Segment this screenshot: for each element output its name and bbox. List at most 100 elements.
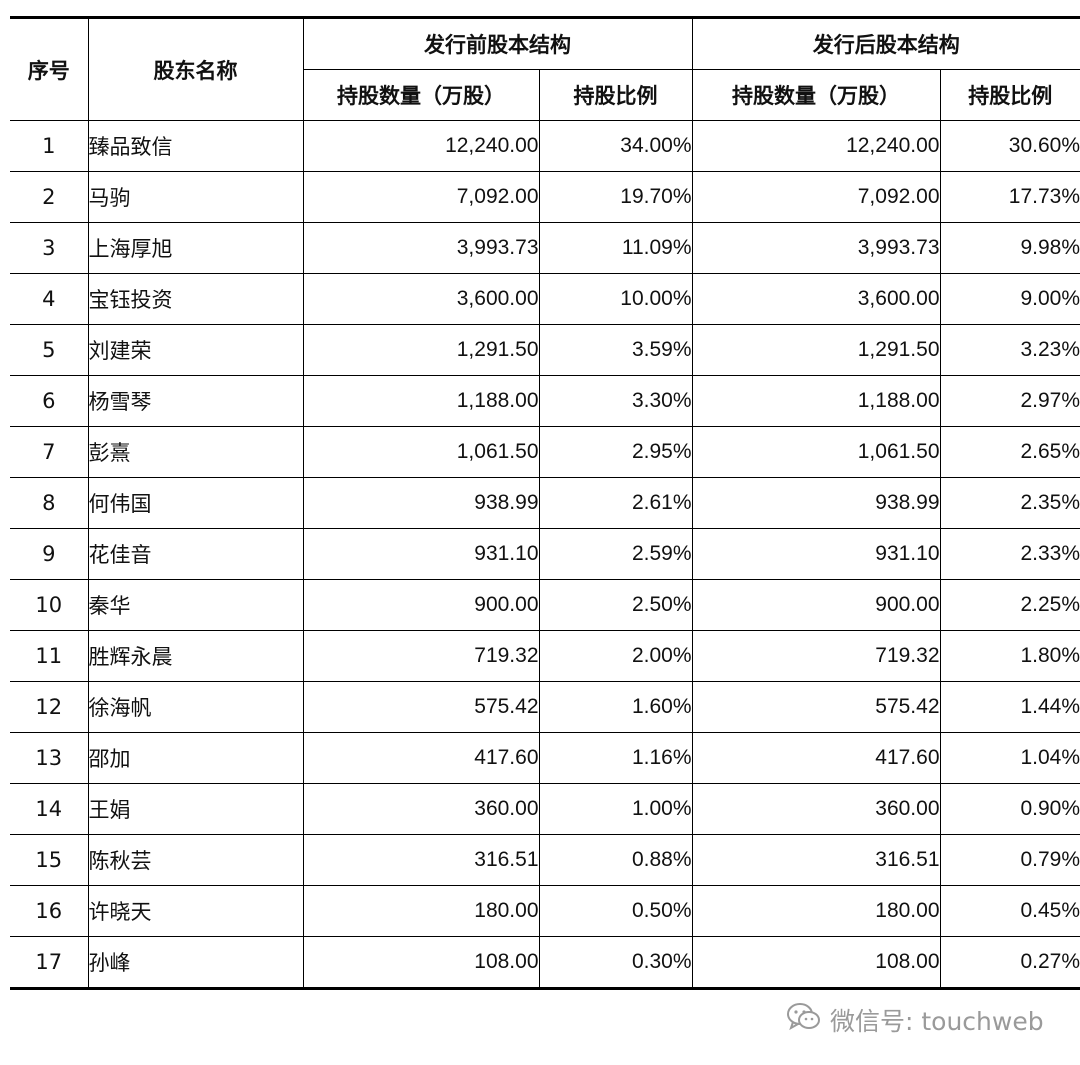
header-before-ratio: 持股比例 [538,69,693,121]
table-row: 16 许晓天 180.00 0.50% 180.00 0.45% [10,885,1080,937]
before-quantity: 900.00 [302,579,540,631]
after-ratio: 1.44% [939,681,1080,733]
table-row: 5 刘建荣 1,291.50 3.59% 1,291.50 3.23% [10,324,1080,376]
after-ratio: 0.90% [939,783,1080,835]
after-ratio: 2.33% [939,528,1080,580]
after-ratio: 3.23% [939,324,1080,376]
after-ratio: 30.60% [939,120,1080,172]
shareholder-name: 何伟国 [87,477,304,529]
shareholder-name: 王娟 [87,783,304,835]
after-ratio: 17.73% [939,171,1080,223]
after-quantity: 575.42 [691,681,941,733]
shareholder-table: 序号 股东名称 发行前股本结构 发行后股本结构 持股数量（万股） 持股比例 持股… [10,16,1080,990]
row-index: 8 [10,477,89,529]
after-ratio: 2.25% [939,579,1080,631]
before-quantity: 417.60 [302,732,540,784]
shareholder-name: 刘建荣 [87,324,304,376]
shareholder-name: 宝钰投资 [87,273,304,325]
after-quantity: 3,993.73 [691,222,941,274]
shareholder-name: 臻品致信 [87,120,304,172]
after-ratio: 2.65% [939,426,1080,478]
after-ratio: 0.45% [939,885,1080,937]
after-ratio: 9.00% [939,273,1080,325]
table-row: 9 花佳音 931.10 2.59% 931.10 2.33% [10,528,1080,580]
before-quantity: 575.42 [302,681,540,733]
after-quantity: 180.00 [691,885,941,937]
row-index: 9 [10,528,89,580]
header-after-quantity: 持股数量（万股） [691,69,941,121]
row-index: 2 [10,171,89,223]
before-quantity: 3,993.73 [302,222,540,274]
before-quantity: 180.00 [302,885,540,937]
table-row: 10 秦华 900.00 2.50% 900.00 2.25% [10,579,1080,631]
before-ratio: 2.00% [538,630,693,682]
before-quantity: 12,240.00 [302,120,540,172]
row-index: 16 [10,885,89,937]
header-group-after: 发行后股本结构 [691,17,1080,70]
watermark-text: 微信号: touchweb [830,1007,1044,1036]
shareholder-name: 马驹 [87,171,304,223]
row-index: 6 [10,375,89,427]
header-before-quantity: 持股数量（万股） [303,69,540,121]
before-ratio: 1.60% [538,681,693,733]
after-ratio: 0.79% [939,834,1080,886]
shareholder-name: 孙峰 [87,936,304,989]
after-quantity: 719.32 [691,630,941,682]
table-row: 11 胜辉永晨 719.32 2.00% 719.32 1.80% [10,630,1080,682]
after-quantity: 1,188.00 [691,375,941,427]
table-row: 17 孙峰 108.00 0.30% 108.00 0.27% [10,936,1080,989]
table-row: 6 杨雪琴 1,188.00 3.30% 1,188.00 2.97% [10,375,1080,427]
shareholder-name: 邵加 [87,732,304,784]
after-ratio: 0.27% [939,936,1080,989]
after-quantity: 12,240.00 [691,120,941,172]
before-quantity: 1,188.00 [302,375,540,427]
after-ratio: 1.80% [939,630,1080,682]
after-quantity: 1,291.50 [691,324,941,376]
after-quantity: 316.51 [691,834,941,886]
after-quantity: 7,092.00 [691,171,941,223]
before-ratio: 0.88% [538,834,693,886]
before-quantity: 938.99 [302,477,540,529]
before-quantity: 931.10 [302,528,540,580]
shareholder-name: 许晓天 [87,885,304,937]
table-row: 15 陈秋芸 316.51 0.88% 316.51 0.79% [10,834,1080,886]
row-index: 7 [10,426,89,478]
after-ratio: 9.98% [939,222,1080,274]
before-ratio: 1.00% [538,783,693,835]
table-row: 3 上海厚旭 3,993.73 11.09% 3,993.73 9.98% [10,222,1080,274]
before-ratio: 0.50% [538,885,693,937]
shareholder-name: 胜辉永晨 [87,630,304,682]
table-row: 14 王娟 360.00 1.00% 360.00 0.90% [10,783,1080,835]
before-quantity: 3,600.00 [302,273,540,325]
after-ratio: 1.04% [939,732,1080,784]
table-row: 13 邵加 417.60 1.16% 417.60 1.04% [10,732,1080,784]
row-index: 15 [10,834,89,886]
before-ratio: 1.16% [538,732,693,784]
shareholder-name: 徐海帆 [87,681,304,733]
before-ratio: 19.70% [538,171,693,223]
after-ratio: 2.35% [939,477,1080,529]
table-row: 7 彭熹 1,061.50 2.95% 1,061.50 2.65% [10,426,1080,478]
shareholder-name: 上海厚旭 [87,222,304,274]
shareholder-name: 秦华 [87,579,304,631]
before-quantity: 7,092.00 [302,171,540,223]
header-index: 序号 [10,17,89,121]
before-quantity: 360.00 [302,783,540,835]
before-quantity: 1,061.50 [302,426,540,478]
before-quantity: 719.32 [302,630,540,682]
header-after-ratio: 持股比例 [939,69,1080,121]
header-group-before: 发行前股本结构 [302,17,693,70]
before-ratio: 0.30% [538,936,693,989]
before-ratio: 2.95% [538,426,693,478]
table-row: 1 臻品致信 12,240.00 34.00% 12,240.00 30.60% [10,120,1080,172]
table-body: 1 臻品致信 12,240.00 34.00% 12,240.00 30.60% 2 马驹 7,… [10,120,1080,989]
before-ratio: 11.09% [538,222,693,274]
after-ratio: 2.97% [939,375,1080,427]
after-quantity: 938.99 [691,477,941,529]
table-row: 12 徐海帆 575.42 1.60% 575.42 1.44% [10,681,1080,733]
watermark: 微信号: touchweb [786,1000,1044,1040]
row-index: 12 [10,681,89,733]
before-ratio: 2.59% [538,528,693,580]
before-ratio: 3.30% [538,375,693,427]
after-quantity: 417.60 [691,732,941,784]
